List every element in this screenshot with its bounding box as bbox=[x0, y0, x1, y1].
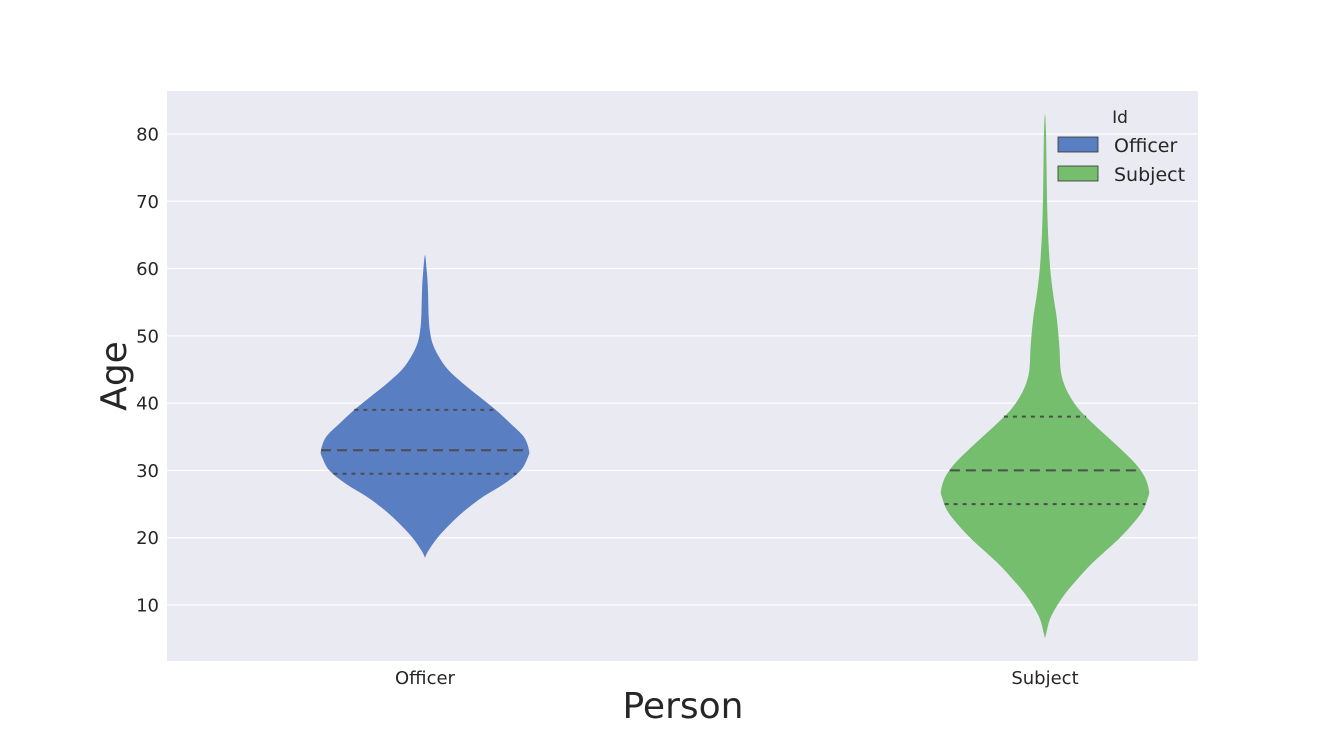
y-tick-label: 50 bbox=[136, 326, 159, 347]
legend-label-subject: Subject bbox=[1114, 164, 1185, 186]
violin-subject bbox=[940, 113, 1150, 639]
y-tick-labels: 10 20 30 40 50 60 70 80 bbox=[136, 125, 159, 617]
x-tick-label: Officer bbox=[395, 668, 456, 689]
y-tick-label: 80 bbox=[136, 125, 159, 146]
legend-swatch-subject bbox=[1057, 165, 1099, 182]
x-axis-title: Person bbox=[623, 686, 744, 727]
violin-officer bbox=[320, 255, 530, 558]
y-tick-label: 10 bbox=[136, 596, 159, 617]
y-tick-label: 20 bbox=[136, 528, 159, 549]
legend: Id Officer Subject bbox=[1057, 108, 1185, 186]
legend-swatch-officer bbox=[1057, 136, 1099, 153]
y-tick-label: 60 bbox=[136, 259, 159, 280]
y-tick-label: 70 bbox=[136, 192, 159, 213]
y-tick-label: 30 bbox=[136, 461, 159, 482]
x-tick-labels: Officer Subject bbox=[395, 668, 1079, 689]
x-tick-label: Subject bbox=[1011, 668, 1078, 689]
violins bbox=[320, 113, 1150, 639]
legend-label-officer: Officer bbox=[1114, 135, 1177, 157]
legend-title: Id bbox=[1112, 108, 1128, 128]
y-axis-title: Age bbox=[94, 341, 135, 411]
y-tick-label: 40 bbox=[136, 394, 159, 415]
